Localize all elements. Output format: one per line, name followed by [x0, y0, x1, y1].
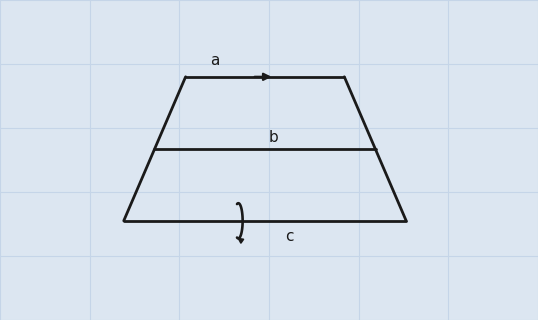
- Text: b: b: [269, 130, 279, 145]
- Text: a: a: [210, 53, 219, 68]
- Text: c: c: [285, 229, 294, 244]
